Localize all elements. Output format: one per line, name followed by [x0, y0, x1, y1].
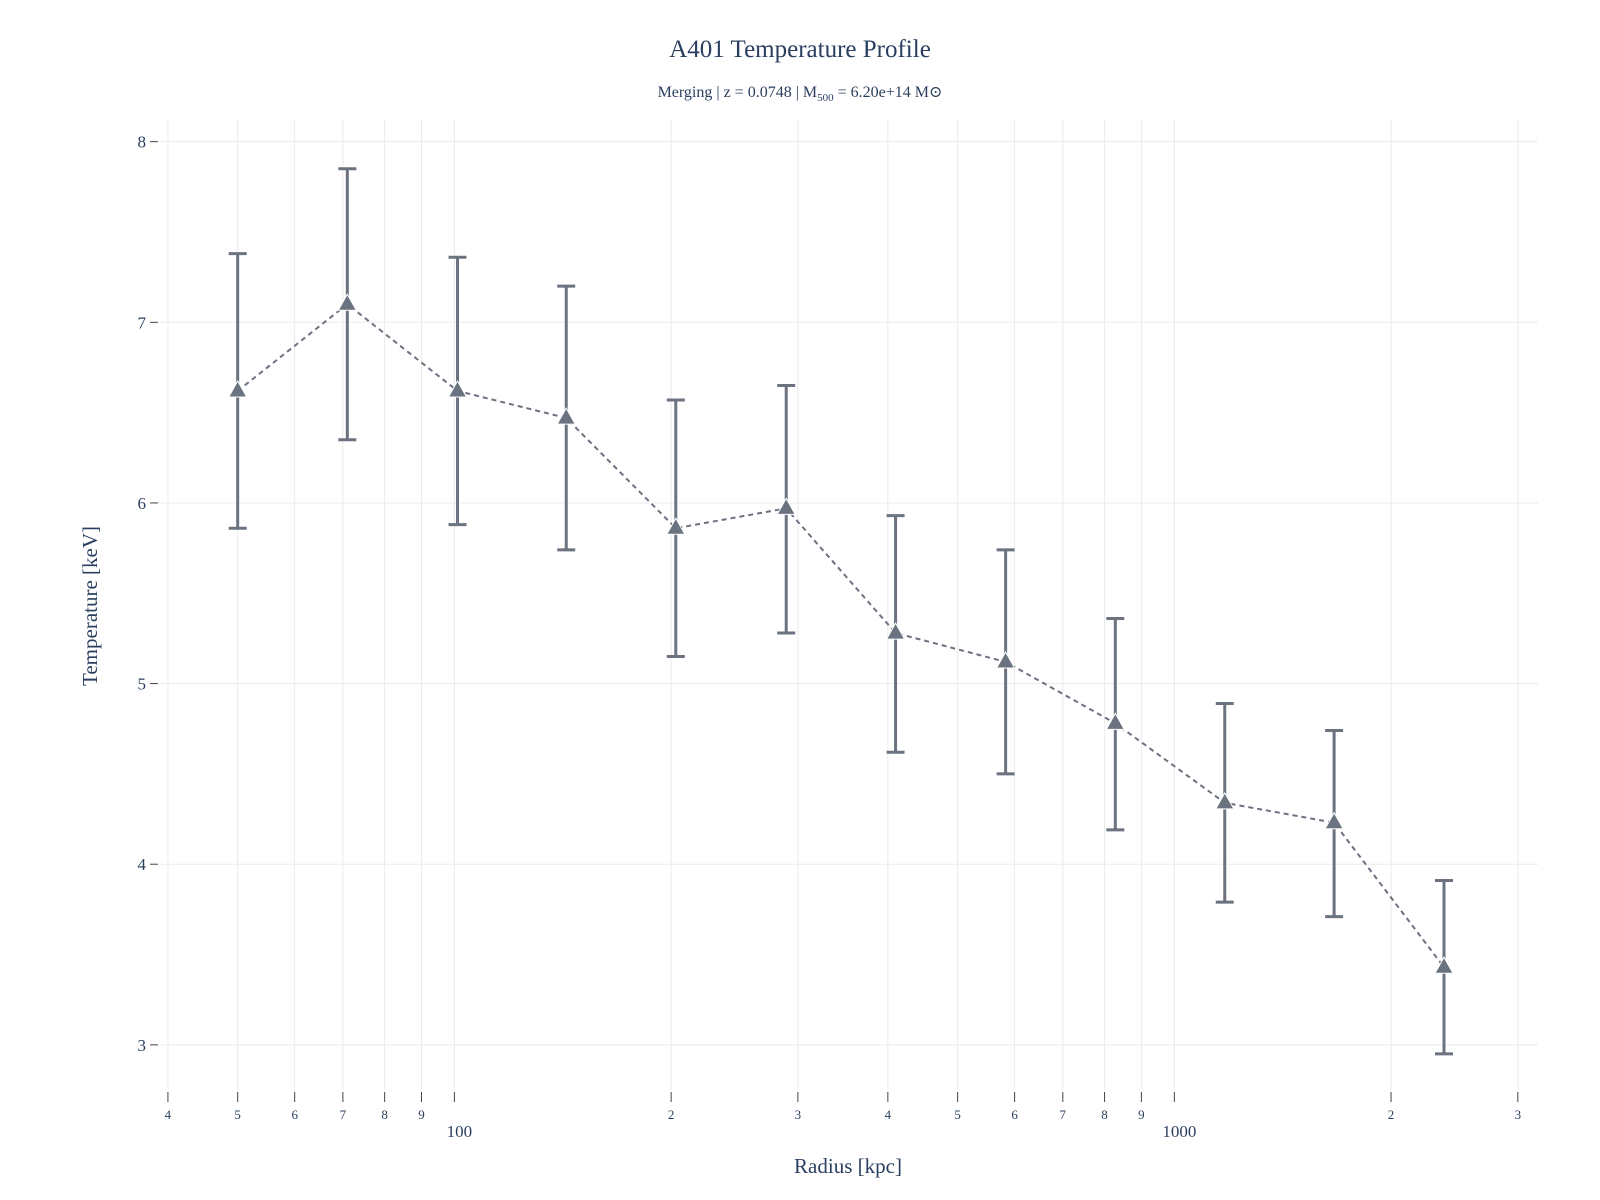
- data-point-marker: [995, 650, 1016, 669]
- x-tick-label-major: 1000: [1162, 1122, 1196, 1141]
- x-tick-label: 6: [291, 1107, 298, 1122]
- y-tick-label: 3: [138, 1036, 147, 1055]
- data-point-marker: [447, 379, 468, 398]
- y-axis-title: Temperature [keV]: [78, 526, 102, 686]
- y-tick-label: 4: [138, 855, 147, 874]
- y-tick-label: 5: [138, 675, 147, 694]
- subtitle-subscript: 500: [817, 92, 834, 105]
- data-layer: [227, 167, 1454, 1056]
- data-point-marker: [1105, 712, 1126, 730]
- data-point-marker: [337, 293, 358, 311]
- y-tick-label: 7: [138, 313, 147, 332]
- x-tick-label: 6: [1011, 1107, 1018, 1122]
- x-tick-label: 3: [795, 1107, 802, 1122]
- x-tick-label: 5: [234, 1107, 241, 1122]
- chart-title: A401 Temperature Profile: [669, 36, 931, 63]
- x-tick-label: 8: [381, 1107, 388, 1122]
- x-tick-label: 3: [1515, 1107, 1522, 1122]
- data-point-marker: [665, 517, 686, 535]
- x-tick-label: 8: [1101, 1107, 1108, 1122]
- y-tick-label: 6: [138, 494, 147, 513]
- data-point-marker: [227, 379, 248, 398]
- series-line: [237, 302, 1445, 968]
- x-axis-title: Radius [kpc]: [794, 1154, 902, 1178]
- x-tick-label: 7: [1060, 1107, 1067, 1122]
- data-point-marker: [776, 497, 797, 515]
- x-tick-label: 2: [1388, 1107, 1395, 1122]
- x-tick-label: 4: [885, 1107, 892, 1122]
- data-point-marker: [1324, 811, 1344, 830]
- x-tick-label: 5: [954, 1107, 961, 1122]
- x-tick-label: 2: [668, 1107, 675, 1122]
- data-point-marker: [556, 407, 577, 425]
- subtitle-middle: = 6.20e+14 M: [833, 84, 930, 101]
- subtitle-suffix: ⊙: [929, 84, 943, 101]
- data-point-marker: [1434, 956, 1454, 974]
- x-tick-label: 4: [165, 1107, 172, 1122]
- x-tick-label-major: 100: [447, 1122, 473, 1141]
- data-point-marker: [1214, 791, 1235, 810]
- y-tick-label: 8: [138, 133, 147, 152]
- x-tick-label: 7: [340, 1107, 347, 1122]
- axis-layer: 3 4 5 6 7 8 4 5 6 7 8 9 100 2 3 4 5 6 7 8 9 1000 2 3: [138, 133, 1522, 1141]
- grid-layer: [160, 120, 1538, 1090]
- chart-subtitle: Merging | z = 0.0748 | M500 = 6.20e+14 M…: [0, 82, 1600, 104]
- subtitle-prefix: Merging | z = 0.0748 | M: [657, 84, 818, 101]
- data-point-marker: [885, 622, 906, 640]
- x-tick-label: 9: [1138, 1107, 1145, 1122]
- x-tick-label: 9: [418, 1107, 425, 1122]
